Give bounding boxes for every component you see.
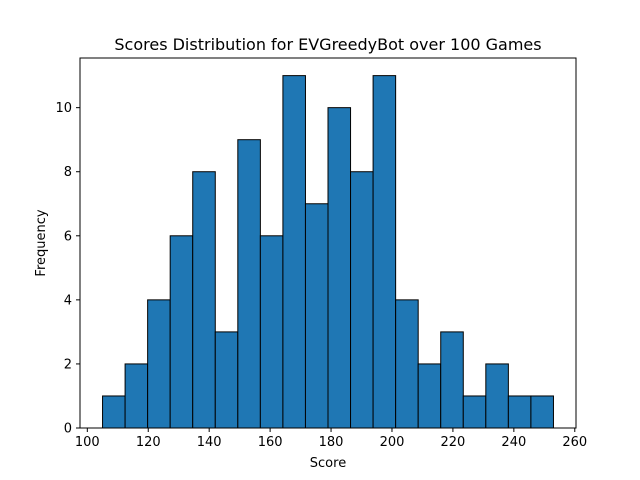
y-axis-label: Frequency [34, 209, 49, 276]
x-tick-label: 140 [197, 435, 222, 450]
y-axis-ticks: 0 2 4 6 8 10 [55, 101, 80, 437]
y-tick-label: 10 [55, 101, 72, 116]
histogram-bar-11 [350, 171, 374, 429]
histogram-bar-3 [169, 235, 194, 429]
y-tick-label: 0 [64, 422, 72, 437]
histogram-bar-15 [440, 331, 464, 429]
x-tick-label: 180 [319, 435, 344, 450]
histogram-bar-13 [395, 299, 419, 429]
histogram-bar-10 [327, 107, 352, 429]
histogram-bar-0 [102, 395, 126, 429]
histogram-bar-9 [304, 203, 329, 429]
x-tick-label: 200 [380, 435, 405, 450]
histogram-bar-4 [192, 171, 216, 429]
y-tick-label: 4 [64, 293, 72, 308]
histogram-bar-1 [124, 363, 149, 429]
x-tick-label: 100 [75, 435, 100, 450]
histogram-bar-12 [372, 75, 397, 429]
histogram-bar-18 [507, 395, 532, 429]
bars-group [102, 75, 554, 429]
x-axis-ticks: 100 120 140 160 180 200 220 240 260 [75, 428, 587, 450]
histogram-bar-16 [462, 395, 487, 429]
x-tick-label: 160 [258, 435, 283, 450]
y-tick-label: 6 [64, 229, 72, 244]
plot-frame [79, 57, 577, 429]
x-axis-label: Score [310, 456, 346, 471]
histogram-bar-19 [530, 395, 554, 429]
x-tick-label: 260 [562, 435, 587, 450]
histogram-bar-8 [282, 75, 306, 429]
histogram-bar-5 [214, 331, 239, 429]
histogram-bar-17 [485, 363, 509, 429]
x-tick-label: 120 [136, 435, 161, 450]
y-tick-label: 8 [64, 165, 72, 180]
histogram-bar-2 [147, 299, 171, 429]
chart-title: Scores Distribution for EVGreedyBot over… [114, 35, 541, 54]
x-tick-label: 240 [501, 435, 526, 450]
histogram-bar-14 [417, 363, 442, 429]
histogram-bar-7 [259, 235, 284, 429]
y-tick-label: 2 [64, 357, 72, 372]
histogram-bar-6 [237, 139, 261, 429]
x-tick-label: 220 [440, 435, 465, 450]
